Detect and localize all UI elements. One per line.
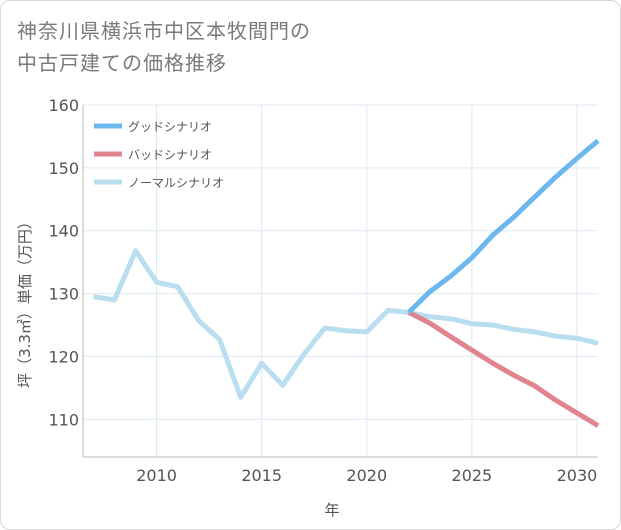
y-tick-label-110: 110 bbox=[48, 410, 79, 429]
series-line-1 bbox=[407, 138, 600, 315]
legend-label-2: バッドシナリオ bbox=[128, 148, 212, 162]
x-tick-label-2030: 2030 bbox=[557, 466, 598, 485]
x-tick-labels: 2010 2015 2020 2025 2030 bbox=[136, 466, 597, 485]
axes bbox=[82, 105, 598, 458]
chart-title-line-2: 中古戸建ての価格推移 bbox=[17, 51, 227, 75]
x-axis-label: 年 bbox=[324, 501, 339, 519]
y-tick-label-140: 140 bbox=[48, 222, 79, 241]
x-tick-label-2015: 2015 bbox=[241, 466, 282, 485]
y-tick-label-120: 120 bbox=[48, 347, 79, 366]
chart-title-line-1: 神奈川県横浜市中区本牧間門の bbox=[17, 19, 311, 43]
y-tick-label-160: 160 bbox=[48, 96, 79, 115]
grid bbox=[83, 104, 598, 457]
y-tick-label-130: 130 bbox=[48, 285, 79, 304]
x-tick-label-2020: 2020 bbox=[346, 466, 387, 485]
series-lines bbox=[93, 138, 600, 428]
y-tick-labels: 110 120 130 140 150 160 bbox=[48, 96, 79, 429]
legend-label-3: ノーマルシナリオ bbox=[128, 176, 224, 190]
y-axis-label: 坪（3.3㎡）単価（万円） bbox=[16, 214, 34, 388]
x-tick-label-2010: 2010 bbox=[136, 466, 177, 485]
legend-label-1: グッドシナリオ bbox=[128, 120, 212, 134]
series-line-2 bbox=[407, 310, 600, 428]
chart-title: 神奈川県横浜市中区本牧間門の 中古戸建ての価格推移 bbox=[17, 15, 311, 79]
y-tick-label-150: 150 bbox=[48, 159, 79, 178]
x-tick-label-2025: 2025 bbox=[452, 466, 493, 485]
series-line-3 bbox=[93, 248, 599, 400]
